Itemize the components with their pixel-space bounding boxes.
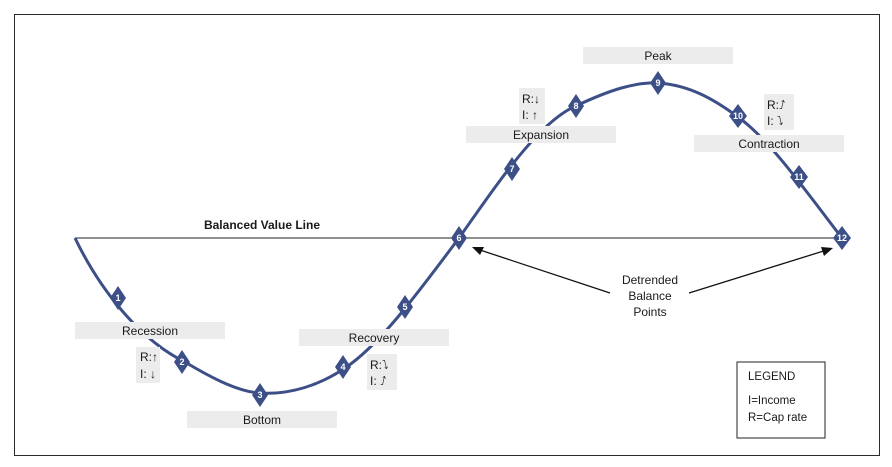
point-marker-12: 12 <box>833 226 851 250</box>
detrended-arrows <box>472 247 833 294</box>
svg-text:I: ⭜: I: ⭜ <box>370 374 386 388</box>
point-marker-3: 3 <box>252 383 268 407</box>
point-marker-8: 8 <box>568 94 584 118</box>
svg-text:8: 8 <box>573 101 578 111</box>
legend-cap-rate: R=Cap rate <box>748 412 807 424</box>
detrended-label-line1: Detrended <box>622 273 678 287</box>
indicator-contraction: R:⭜ I: ⭝ <box>764 94 794 130</box>
svg-text:4: 4 <box>340 362 345 372</box>
svg-text:R:⭜: R:⭜ <box>767 98 785 112</box>
svg-text:R:⭝: R:⭝ <box>370 358 388 372</box>
svg-text:R:↑: R:↑ <box>140 350 158 364</box>
balanced-value-line-label: Balanced Value Line <box>204 218 320 232</box>
svg-text:12: 12 <box>837 233 847 243</box>
phase-label-bottom: Bottom <box>187 411 337 428</box>
legend-income: I=Income <box>748 395 796 407</box>
point-marker-1: 1 <box>110 286 126 310</box>
svg-text:Expansion: Expansion <box>513 128 569 142</box>
point-marker-2: 2 <box>174 350 190 374</box>
svg-text:3: 3 <box>257 390 262 400</box>
phase-label-contraction: Contraction <box>694 135 844 152</box>
phase-label-recession: Recession <box>75 322 225 339</box>
svg-text:10: 10 <box>733 111 743 121</box>
indicator-recovery: R:⭝ I: ⭜ <box>367 354 397 390</box>
svg-text:Peak: Peak <box>644 49 672 63</box>
detrended-label-line2: Balance <box>628 289 672 303</box>
indicator-recession: R:↑ I: ↓ <box>136 347 160 383</box>
svg-text:11: 11 <box>794 172 804 182</box>
point-marker-4: 4 <box>335 355 351 379</box>
point-marker-5: 5 <box>397 295 413 319</box>
svg-text:R:↓: R:↓ <box>522 92 540 106</box>
legend-box: LEGEND I=Income R=Cap rate <box>736 361 826 439</box>
svg-text:2: 2 <box>179 357 184 367</box>
point-marker-7: 7 <box>504 157 520 181</box>
svg-text:9: 9 <box>655 78 660 88</box>
indicator-expansion: R:↓ I: ↑ <box>519 88 545 124</box>
svg-text:7: 7 <box>509 164 514 174</box>
legend-title: LEGEND <box>748 371 795 383</box>
point-marker-9: 9 <box>650 71 666 95</box>
phase-label-recovery: Recovery <box>299 329 449 346</box>
svg-text:I: ⭝: I: ⭝ <box>767 114 783 128</box>
point-marker-10: 10 <box>729 104 747 128</box>
svg-text:I: ↑: I: ↑ <box>522 108 538 122</box>
detrended-label-line3: Points <box>633 305 666 319</box>
phase-label-expansion: Expansion <box>466 126 616 143</box>
svg-text:Bottom: Bottom <box>243 413 281 427</box>
svg-text:6: 6 <box>456 233 461 243</box>
svg-text:Recession: Recession <box>122 324 178 338</box>
svg-text:I: ↓: I: ↓ <box>140 367 156 381</box>
svg-text:Contraction: Contraction <box>738 137 799 151</box>
point-marker-6: 6 <box>451 226 467 250</box>
svg-text:Recovery: Recovery <box>349 331 400 345</box>
svg-text:1: 1 <box>115 293 120 303</box>
svg-text:5: 5 <box>402 302 407 312</box>
phase-label-peak: Peak <box>583 47 733 64</box>
point-marker-11: 11 <box>790 165 808 189</box>
